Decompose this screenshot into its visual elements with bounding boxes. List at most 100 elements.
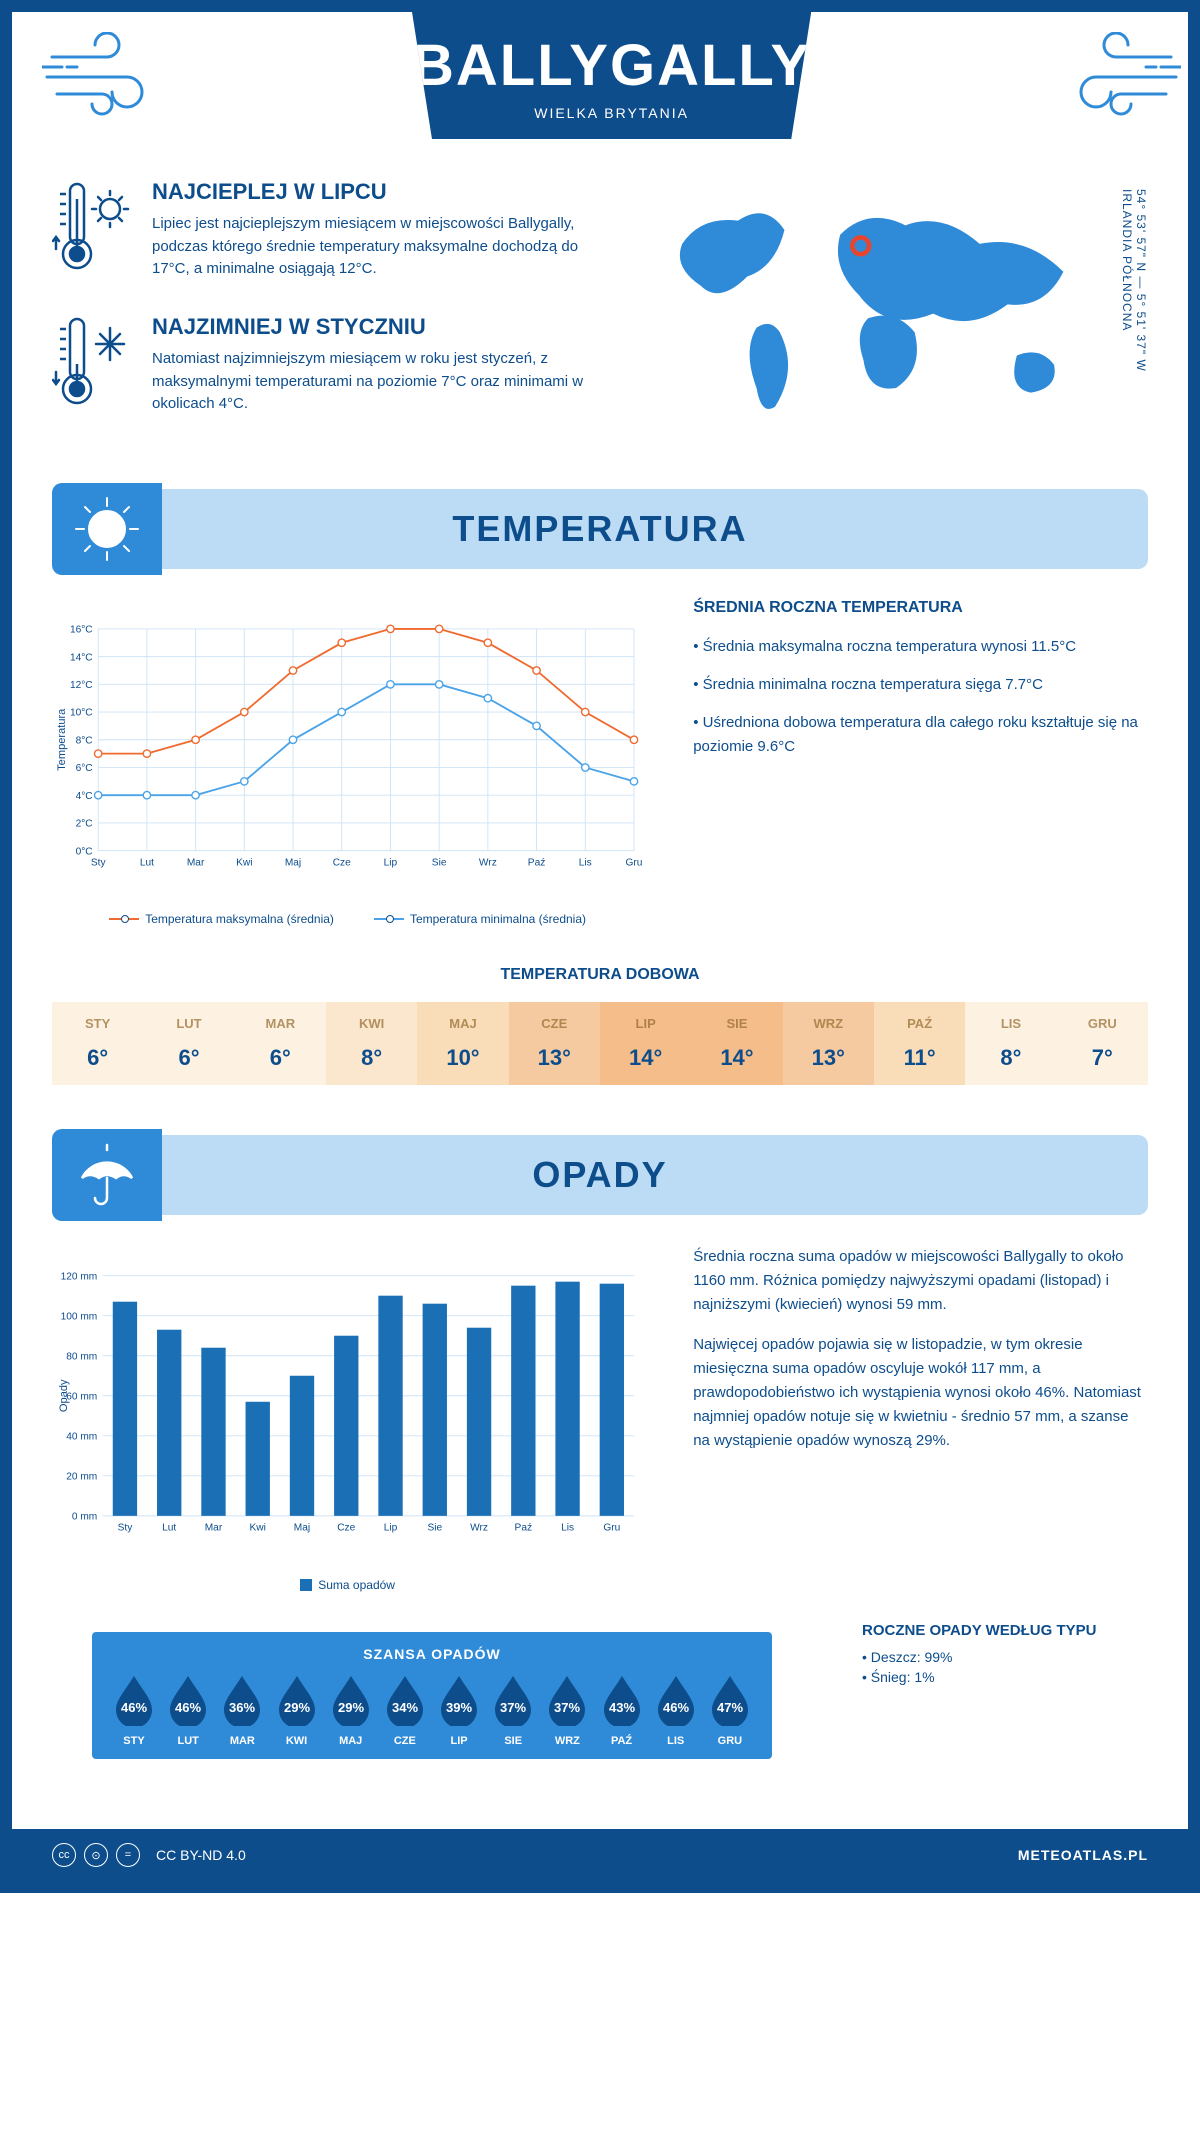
svg-text:39%: 39% — [446, 1700, 472, 1715]
hottest-text: Lipiec jest najcieplejszym miesiącem w m… — [152, 213, 605, 281]
svg-text:0 mm: 0 mm — [72, 1512, 97, 1523]
umbrella-icon — [52, 1129, 162, 1221]
svg-text:29%: 29% — [338, 1700, 364, 1715]
svg-text:6°C: 6°C — [76, 763, 93, 774]
chance-drop: 46%LUT — [166, 1674, 210, 1747]
svg-text:Maj: Maj — [294, 1523, 310, 1534]
daily-cell: MAJ10° — [417, 1002, 508, 1085]
chance-drop: 46%LIS — [654, 1674, 698, 1747]
chance-drop: 46%STY — [112, 1674, 156, 1747]
svg-text:Opady: Opady — [58, 1379, 70, 1412]
svg-text:Lis: Lis — [561, 1523, 574, 1534]
precip-by-type: ROCZNE OPADY WEDŁUG TYPU • Deszcz: 99%• … — [862, 1622, 1096, 1689]
hottest-fact: NAJCIEPLEJ W LIPCU Lipiec jest najcieple… — [52, 179, 605, 284]
infographic-frame: BALLYGALLY WIELKA BRYTANIA — [0, 0, 1200, 1893]
svg-text:46%: 46% — [121, 1700, 147, 1715]
svg-text:Kwi: Kwi — [236, 857, 252, 868]
svg-text:Paź: Paź — [528, 857, 546, 868]
svg-text:Lip: Lip — [384, 1523, 398, 1534]
temp-bullet: • Uśredniona dobowa temperatura dla całe… — [693, 711, 1148, 759]
precip-heading: OPADY — [532, 1154, 667, 1196]
daily-temp-table: STY6°LUT6°MAR6°KWI8°MAJ10°CZE13°LIP14°SI… — [52, 1002, 1148, 1085]
daily-cell: PAŹ11° — [874, 1002, 965, 1085]
svg-text:40 mm: 40 mm — [66, 1431, 97, 1442]
svg-text:Sie: Sie — [427, 1523, 442, 1534]
svg-text:120 mm: 120 mm — [61, 1271, 98, 1282]
svg-text:20 mm: 20 mm — [66, 1472, 97, 1483]
daily-cell: WRZ13° — [783, 1002, 874, 1085]
sun-icon — [52, 483, 162, 575]
nd-icon: = — [116, 1843, 140, 1867]
cc-icon: cc — [52, 1843, 76, 1867]
site-name: METEOATLAS.PL — [1018, 1847, 1148, 1863]
title-banner: BALLYGALLY WIELKA BRYTANIA — [412, 12, 811, 139]
svg-text:Mar: Mar — [205, 1523, 223, 1534]
coldest-text: Natomiast najzimniejszym miesiącem w rok… — [152, 348, 605, 416]
temperature-section-header: TEMPERATURA — [52, 489, 1148, 569]
svg-text:Wrz: Wrz — [470, 1523, 488, 1534]
svg-text:43%: 43% — [609, 1700, 635, 1715]
chance-drop: 37%SIE — [491, 1674, 535, 1747]
thermometer-sun-icon — [52, 179, 132, 284]
chance-title: SZANSA OPADÓW — [112, 1646, 752, 1662]
svg-text:Cze: Cze — [337, 1523, 355, 1534]
svg-text:Maj: Maj — [285, 857, 301, 868]
svg-text:60 mm: 60 mm — [66, 1391, 97, 1402]
chance-drop: 43%PAŹ — [600, 1674, 644, 1747]
daily-temp-title: TEMPERATURA DOBOWA — [12, 966, 1188, 984]
precip-bar-chart: 0 mm20 mm40 mm60 mm80 mm100 mm120 mmStyL… — [52, 1245, 643, 1592]
temp-bullet: • Średnia minimalna roczna temperatura s… — [693, 673, 1148, 697]
temp-bullet: • Średnia maksymalna roczna temperatura … — [693, 635, 1148, 659]
svg-text:37%: 37% — [500, 1700, 526, 1715]
svg-text:29%: 29% — [284, 1700, 310, 1715]
coldest-fact: NAJZIMNIEJ W STYCZNIU Natomiast najzimni… — [52, 314, 605, 419]
precip-section-header: OPADY — [52, 1135, 1148, 1215]
svg-text:Cze: Cze — [333, 857, 351, 868]
chance-drop: 29%MAJ — [329, 1674, 373, 1747]
svg-text:46%: 46% — [663, 1700, 689, 1715]
coldest-title: NAJZIMNIEJ W STYCZNIU — [152, 314, 605, 340]
svg-text:34%: 34% — [392, 1700, 418, 1715]
by-icon: ⊙ — [84, 1843, 108, 1867]
wind-icon-right — [1011, 12, 1200, 147]
coordinates: 54° 53' 57" N — 5° 51' 37" W IRLANDIA PÓ… — [1110, 179, 1148, 372]
bytype-item: • Śnieg: 1% — [862, 1669, 1096, 1685]
header-row: BALLYGALLY WIELKA BRYTANIA — [12, 12, 1188, 169]
annual-temp-heading: ŚREDNIA ROCZNA TEMPERATURA — [693, 599, 1148, 617]
svg-text:2°C: 2°C — [76, 819, 93, 830]
daily-cell: LIP14° — [600, 1002, 691, 1085]
svg-text:37%: 37% — [554, 1700, 580, 1715]
precip-p1: Średnia roczna suma opadów w miejscowośc… — [693, 1245, 1148, 1317]
precip-p2: Najwięcej opadów pojawia się w listopadz… — [693, 1333, 1148, 1453]
daily-cell: STY6° — [52, 1002, 143, 1085]
svg-text:46%: 46% — [175, 1700, 201, 1715]
wind-icon-left — [12, 12, 212, 147]
svg-text:Temperatura: Temperatura — [56, 708, 68, 771]
svg-text:Lip: Lip — [384, 857, 398, 868]
svg-text:Lut: Lut — [140, 857, 154, 868]
svg-text:Sie: Sie — [432, 857, 447, 868]
svg-text:Lis: Lis — [579, 857, 592, 868]
daily-cell: SIE14° — [691, 1002, 782, 1085]
svg-text:12°C: 12°C — [70, 680, 93, 691]
svg-text:Wrz: Wrz — [479, 857, 497, 868]
thermometer-snow-icon — [52, 314, 132, 419]
chance-drop: 47%GRU — [708, 1674, 752, 1747]
footer: cc ⊙ = CC BY-ND 4.0 METEOATLAS.PL — [12, 1829, 1188, 1881]
daily-cell: LIS8° — [965, 1002, 1056, 1085]
svg-text:Lut: Lut — [162, 1523, 176, 1534]
bytype-item: • Deszcz: 99% — [862, 1649, 1096, 1665]
svg-text:10°C: 10°C — [70, 708, 93, 719]
chance-drop: 36%MAR — [220, 1674, 264, 1747]
chance-drop: 37%WRZ — [545, 1674, 589, 1747]
chance-drop: 39%LIP — [437, 1674, 481, 1747]
location-title: BALLYGALLY — [412, 32, 811, 99]
chance-drop: 29%KWI — [275, 1674, 319, 1747]
license-text: CC BY-ND 4.0 — [156, 1847, 246, 1863]
svg-text:16°C: 16°C — [70, 625, 93, 636]
svg-text:Kwi: Kwi — [250, 1523, 266, 1534]
svg-text:14°C: 14°C — [70, 652, 93, 663]
svg-text:Sty: Sty — [118, 1523, 134, 1534]
svg-text:Paź: Paź — [515, 1523, 533, 1534]
svg-text:Gru: Gru — [603, 1523, 620, 1534]
